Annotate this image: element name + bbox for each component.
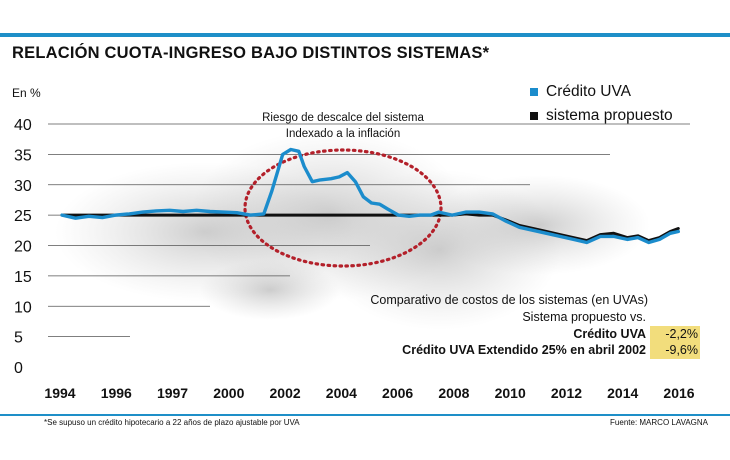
risk-annotation-line-1: Riesgo de descalce del sistema [262,112,424,124]
background-crowd-image [55,130,650,330]
x-tick-label: 1994 [44,385,75,401]
comparison-value: -2,2% [650,325,700,342]
y-tick-label: 40 [14,117,32,134]
series-line-sistema-propuesto [60,212,680,243]
top-rule [0,33,730,37]
comparison-label: Crédito UVA [573,326,646,341]
series-line-credito-uva [60,147,680,245]
comparison-label: Crédito UVA Extendido 25% en abril 2002 [402,343,646,357]
legend-swatch-sistema-propuesto [530,112,538,120]
comparison-subheading-row: Sistema propuesto vs. [350,309,700,326]
y-tick-label: 35 [14,147,32,164]
series-layer [60,147,680,245]
comparison-row: Crédito UVA Extendido 25% en abril 2002 … [350,342,700,359]
legend-item-sistema-propuesto: sistema propuesto [530,104,673,128]
y-tick-label: 25 [14,208,32,225]
y-tick-label: 20 [14,239,32,256]
y-tick-labels: 0 5 10 15 20 25 30 35 40 [14,117,32,377]
x-tick-label: 2008 [438,385,469,401]
y-tick-label: 0 [14,360,23,377]
risk-annotation: Riesgo de descalce del sistema Indexado … [248,110,438,142]
x-tick-label: 2002 [270,385,301,401]
comparison-box: Comparativo de costos de los sistemas (e… [350,292,700,359]
x-tick-label: 2006 [382,385,413,401]
risk-highlight-ellipse [243,148,443,268]
x-tick-label: 2010 [495,385,526,401]
legend-item-credito-uva: Crédito UVA [530,80,673,104]
y-tick-label: 15 [14,269,32,286]
y-tick-label: 10 [14,299,32,316]
comparison-heading: Comparativo de costos de los sistemas (e… [370,293,648,307]
footnote: *Se supuso un crédito hipotecario a 22 a… [44,418,300,427]
chart-title: RELACIÓN CUOTA-INGRESO BAJO DISTINTOS SI… [12,44,490,62]
y-tick-label: 5 [14,330,23,347]
x-tick-labels: 1994 1996 1997 2000 2002 2004 2006 2008 2010 2012… [44,385,694,401]
legend: Crédito UVA sistema propuesto [530,80,673,128]
comparison-value: -9,6% [650,342,700,359]
legend-swatch-credito-uva [530,88,538,96]
x-tick-label: 1997 [157,385,188,401]
legend-label-credito-uva: Crédito UVA [546,83,631,100]
y-tick-label: 30 [14,178,32,195]
risk-annotation-line-2: Indexado a la inflación [285,128,401,140]
source-credit: Fuente: MARCO LAVAGNA [610,418,708,427]
x-tick-label: 2016 [663,385,694,401]
comparison-row: Crédito UVA -2,2% [350,325,700,342]
x-tick-label: 2014 [607,385,638,401]
x-tick-label: 2004 [326,385,357,401]
x-tick-label: 2000 [213,385,244,401]
y-axis-label: En % [12,86,41,100]
x-tick-label: 1996 [101,385,132,401]
bottom-rule [0,414,730,416]
x-tick-label: 2012 [551,385,582,401]
comparison-subheading: Sistema propuesto vs. [522,310,646,324]
legend-label-sistema-propuesto: sistema propuesto [546,107,673,124]
